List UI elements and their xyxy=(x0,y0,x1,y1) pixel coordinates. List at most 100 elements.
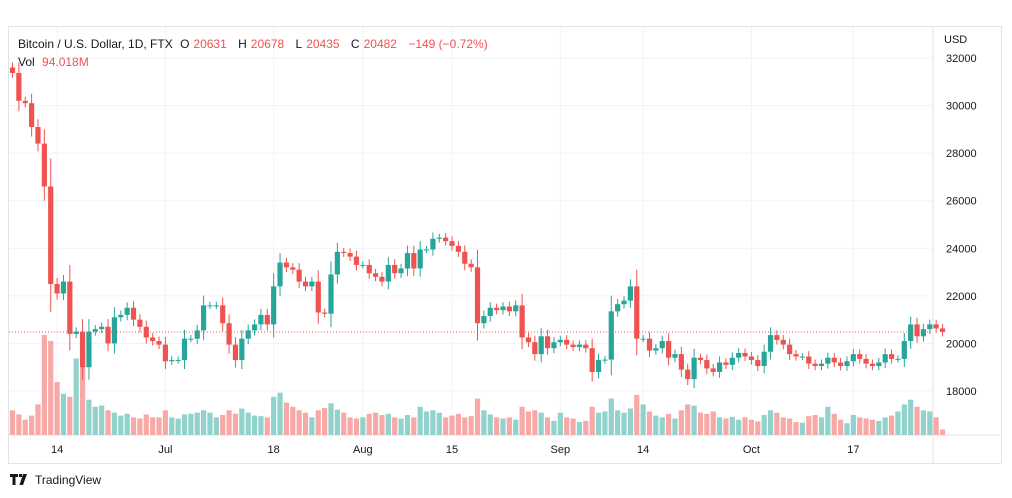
currency-label[interactable]: USD xyxy=(944,34,968,46)
candle-body xyxy=(468,263,474,268)
chart-frame[interactable] xyxy=(8,26,1002,464)
x-tick-label: 14 xyxy=(637,444,649,456)
volume-bar xyxy=(436,412,442,435)
volume-bar xyxy=(729,416,735,435)
volume-bar xyxy=(118,415,124,435)
candle-body xyxy=(939,328,946,332)
candle-body xyxy=(908,324,914,342)
volume-bar xyxy=(653,415,659,435)
candle-body xyxy=(353,256,360,265)
candle-body xyxy=(532,342,538,355)
candle-body xyxy=(494,307,500,311)
candle-body xyxy=(602,359,608,361)
volume-bar xyxy=(710,411,716,435)
candle-body xyxy=(863,358,869,364)
volume-bar xyxy=(532,410,538,435)
candle-body xyxy=(366,264,372,274)
candle-body xyxy=(245,330,251,339)
volume-bar xyxy=(755,421,761,435)
volume-bar xyxy=(79,346,86,435)
volume-bar xyxy=(29,415,35,435)
x-tick-label: Aug xyxy=(353,444,373,456)
tradingview-logo-icon xyxy=(10,474,27,485)
volume-bar xyxy=(73,358,79,435)
candle-body xyxy=(729,357,735,365)
candle-body xyxy=(914,324,920,337)
candle-body xyxy=(296,269,302,282)
volume-bar xyxy=(175,418,181,435)
candle-body xyxy=(933,324,939,329)
volume-bar xyxy=(449,415,455,435)
volume-bar xyxy=(780,417,786,435)
candle-body xyxy=(79,331,86,368)
volume-bar xyxy=(583,420,589,435)
volume-bar xyxy=(271,396,277,435)
candle-body xyxy=(927,324,933,330)
volume-bar xyxy=(608,398,614,435)
y-tick-label: 20000 xyxy=(946,338,977,350)
candle-body xyxy=(379,276,385,282)
tradingview-watermark[interactable]: TradingView xyxy=(10,473,101,487)
candle-body xyxy=(538,336,544,355)
volume-bar xyxy=(443,417,449,435)
volume-bar xyxy=(838,419,844,435)
volume-bar xyxy=(404,415,411,435)
candle-body xyxy=(806,356,812,364)
volume-bar xyxy=(602,411,608,435)
candle-body xyxy=(685,369,691,380)
candle-body xyxy=(513,305,519,312)
candle-body xyxy=(137,319,143,327)
x-tick-label: Sep xyxy=(551,444,571,456)
candle-body xyxy=(194,330,200,339)
volume-bar xyxy=(576,422,583,435)
volume-bar xyxy=(143,414,149,435)
volume-bar xyxy=(825,406,831,435)
candle-body xyxy=(564,339,570,345)
candle-body xyxy=(895,358,901,360)
candle-body xyxy=(201,305,207,331)
volume-bar xyxy=(538,412,544,435)
candle-body xyxy=(570,344,576,347)
candle-body xyxy=(156,341,162,345)
close-label: C xyxy=(350,37,360,51)
x-tick-label: Jul xyxy=(158,444,172,456)
volume-bar xyxy=(86,399,92,435)
volume-bar xyxy=(939,429,946,435)
candle-body xyxy=(474,267,481,324)
volume-bar xyxy=(767,410,774,435)
candle-body xyxy=(334,251,340,275)
volume-bar xyxy=(67,396,73,435)
volume-bar xyxy=(831,413,837,435)
volume-bar xyxy=(704,413,710,435)
volume-bar xyxy=(787,418,793,435)
candle-body xyxy=(850,354,856,362)
volume-bar xyxy=(678,410,684,435)
close-value: 20482 xyxy=(363,37,397,51)
candle-body xyxy=(347,253,353,257)
candle-body xyxy=(239,338,245,361)
volume-bar xyxy=(60,393,67,435)
y-tick-label: 26000 xyxy=(946,196,977,208)
volume-bar xyxy=(494,417,500,435)
volume-bar xyxy=(290,406,296,435)
candle-body xyxy=(29,103,35,127)
candle-body xyxy=(780,339,786,345)
candle-body xyxy=(16,72,22,101)
candle-body xyxy=(736,352,742,358)
candle-body xyxy=(283,262,290,268)
symbol-title[interactable]: Bitcoin / U.S. Dollar, 1D, FTX xyxy=(18,37,173,51)
candle-body xyxy=(844,361,850,367)
candle-body xyxy=(162,344,168,362)
volume-bar xyxy=(137,418,143,435)
volume-bar xyxy=(194,412,200,435)
volume-bar xyxy=(322,407,328,435)
candle-body xyxy=(277,262,283,287)
volume-bar xyxy=(455,413,461,435)
low-value: 20435 xyxy=(306,37,340,51)
candle-body xyxy=(449,241,455,246)
candle-body xyxy=(309,281,315,287)
candle-body xyxy=(615,304,621,312)
candle-body xyxy=(251,324,258,331)
candle-body xyxy=(207,305,213,307)
